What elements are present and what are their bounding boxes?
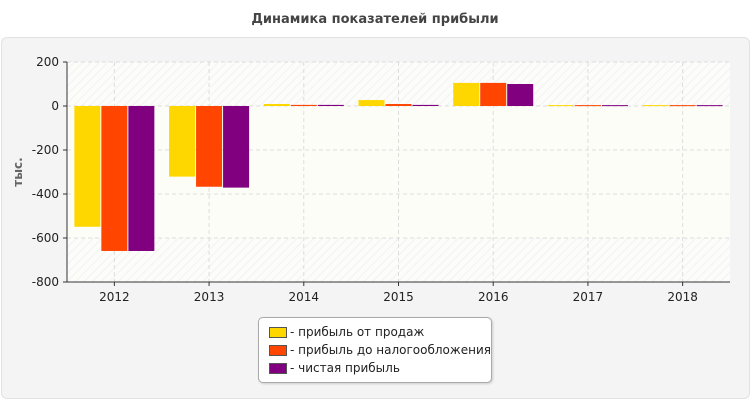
bar-2015-1 <box>385 104 412 106</box>
y-tick-label: -600 <box>32 231 59 245</box>
y-tick-label: -800 <box>32 275 59 289</box>
legend-item[interactable]: - прибыль от продаж <box>269 323 491 341</box>
y-axis-label: тыс. <box>11 157 25 186</box>
bar-2016-0 <box>453 82 480 106</box>
bar-2014-2 <box>317 104 344 106</box>
bar-2018-1 <box>669 105 696 107</box>
bar-2013-2 <box>223 106 250 188</box>
x-tick-label: 2012 <box>99 290 130 304</box>
legend: - прибыль от продаж - прибыль до налогооб… <box>258 317 492 383</box>
bar-2012-1 <box>101 106 128 251</box>
legend-swatch <box>269 326 287 338</box>
legend-swatch <box>269 362 287 374</box>
bar-2016-1 <box>480 82 507 106</box>
bar-2015-2 <box>412 104 439 106</box>
bar-2015-0 <box>358 100 385 106</box>
bar-2017-0 <box>547 105 574 107</box>
bar-2012-0 <box>74 106 101 227</box>
x-tick-label: 2015 <box>383 290 414 304</box>
bar-2014-0 <box>263 104 290 106</box>
bar-2013-0 <box>169 106 196 177</box>
bar-2017-2 <box>601 105 628 107</box>
y-tick-label: 0 <box>51 99 59 113</box>
legend-label: - чистая прибыль <box>290 361 400 375</box>
chart-title: Динамика показателей прибыли <box>251 12 499 27</box>
x-tick-label: 2017 <box>573 290 604 304</box>
x-tick-label: 2014 <box>289 290 320 304</box>
x-tick-label: 2018 <box>667 290 698 304</box>
bar-2018-2 <box>696 105 723 107</box>
bar-2017-1 <box>574 105 601 107</box>
y-tick-label: -200 <box>32 143 59 157</box>
legend-label: - прибыль от продаж <box>290 325 425 339</box>
x-tick-label: 2016 <box>478 290 509 304</box>
y-tick-label: 200 <box>36 55 59 69</box>
bar-2016-2 <box>507 84 534 106</box>
y-tick-label: -400 <box>32 187 59 201</box>
bar-2013-1 <box>196 106 223 187</box>
legend-item[interactable]: - чистая прибыль <box>269 359 491 377</box>
legend-swatch <box>269 344 287 356</box>
bar-2014-1 <box>290 104 317 106</box>
bar-2012-2 <box>128 106 155 251</box>
legend-label: - прибыль до налогообложения <box>290 343 491 357</box>
x-tick-label: 2013 <box>194 290 225 304</box>
bar-2018-0 <box>642 105 669 107</box>
legend-item[interactable]: - прибыль до налогообложения <box>269 341 491 359</box>
